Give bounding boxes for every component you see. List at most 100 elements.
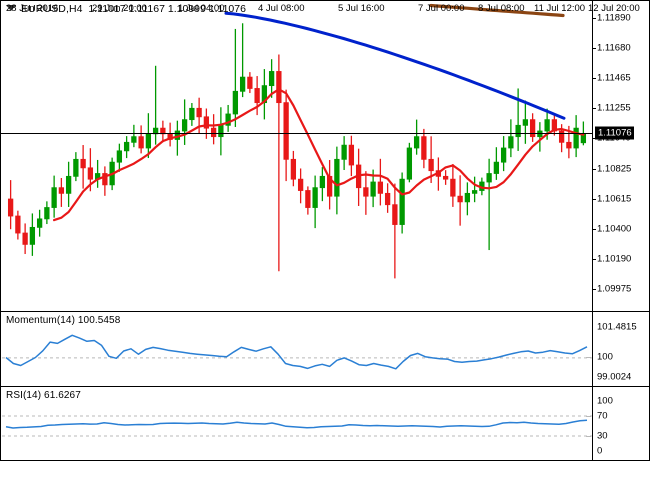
candlestick — [167, 122, 173, 147]
candlestick — [348, 135, 355, 177]
candlestick — [232, 28, 239, 127]
candlestick — [537, 122, 543, 152]
time-tick-label: 5 Jul 16:00 — [338, 3, 385, 14]
price-tick — [592, 198, 596, 200]
candlestick — [384, 183, 391, 213]
candlestick — [283, 89, 289, 182]
chevron-down-icon[interactable] — [6, 5, 16, 12]
candlestick — [94, 159, 101, 188]
indicator-tick — [586, 416, 591, 417]
candlestick — [123, 136, 130, 159]
price-tick — [592, 18, 596, 19]
time-tick-label: 7 Jul 00:00 — [418, 3, 465, 14]
price-tick — [592, 289, 596, 291]
candlestick — [399, 172, 405, 234]
candlestick — [471, 176, 478, 203]
candlestick — [500, 136, 507, 172]
candlestick — [529, 113, 536, 142]
price-axis-separator — [592, 0, 593, 461]
candlestick — [80, 145, 86, 189]
time-tick-label: 29 Jun 20:00 — [92, 3, 147, 14]
chart-header: EURUSD,H4 1.11017 1.11167 1.10999 1.1107… — [6, 3, 246, 15]
candlestick — [58, 177, 65, 207]
candlestick — [522, 100, 529, 144]
price-chart-pane[interactable] — [0, 0, 650, 311]
price-tick — [592, 108, 596, 110]
candlestick — [276, 54, 282, 272]
candlestick — [189, 103, 195, 126]
candlestick — [254, 76, 260, 116]
indicator-tick-label: 70 — [597, 410, 608, 422]
candlestick — [334, 146, 340, 215]
ma-red-line — [53, 88, 585, 222]
indicator-tick — [586, 356, 591, 358]
candlestick — [341, 136, 347, 171]
price-tick — [592, 229, 596, 231]
candlestick — [457, 175, 463, 226]
candlestick — [7, 180, 14, 230]
momentum-plot — [2, 334, 593, 370]
price-tick-label: 1.09975 — [597, 283, 632, 295]
candlestick — [203, 108, 210, 139]
candlestick — [181, 99, 188, 145]
candlestick — [261, 69, 268, 120]
candlestick — [450, 164, 456, 207]
rsi-plot — [2, 415, 593, 437]
candlestick — [160, 120, 166, 143]
momentum-pane[interactable]: Momentum(14) 100.5458 — [0, 311, 650, 387]
rsi-pane[interactable]: RSI(14) 61.6267 — [0, 387, 650, 461]
candlestick — [15, 210, 21, 240]
candlestick — [225, 104, 231, 132]
candlestick — [413, 119, 420, 155]
indicator-tick-label: 100 — [597, 395, 613, 407]
candlestick — [297, 168, 304, 204]
time-tick-label: 1 Jul 04:00 — [178, 3, 225, 14]
price-tick — [592, 168, 596, 170]
candlestick — [268, 59, 275, 98]
time-tick-label: 28 Jun 2016 — [6, 3, 59, 14]
candlestick — [493, 147, 500, 180]
candlestick — [508, 119, 514, 158]
candlestick — [51, 175, 57, 218]
candlestick — [239, 23, 246, 98]
ohlc-close: 1.11076 — [208, 3, 246, 15]
price-tick-label: 1.10825 — [597, 163, 632, 175]
current-price-label: 1.11076 — [595, 126, 634, 140]
ohlc-low: 1.10999 — [167, 3, 206, 15]
price-tick-label: 1.11255 — [597, 102, 631, 114]
price-tick — [592, 47, 596, 49]
candlestick — [392, 183, 398, 279]
candlestick — [573, 115, 579, 158]
time-tick-label: 12 Jul 20:00 — [588, 3, 640, 14]
candlestick — [290, 150, 297, 187]
candlestick — [218, 107, 224, 156]
price-tick-label: 1.10190 — [597, 253, 632, 265]
indicator-line — [5, 419, 588, 429]
candlestick — [116, 143, 123, 172]
candlestick — [65, 161, 72, 207]
time-tick-label: 4 Jul 08:00 — [258, 3, 305, 14]
ma-brown-line — [429, 3, 565, 18]
candlestick — [377, 158, 384, 206]
price-tick-label: 1.11680 — [597, 42, 631, 54]
candlestick — [22, 223, 28, 255]
indicator-tick-label: 101.4815 — [597, 321, 637, 333]
candlestick — [210, 114, 217, 145]
price-tick-label: 1.10400 — [597, 223, 632, 235]
candlestick — [29, 213, 36, 256]
price-tick — [592, 138, 596, 140]
price-tick — [592, 78, 596, 80]
price-tick — [592, 258, 596, 260]
time-tick-label: 11 Jul 12:00 — [534, 3, 586, 14]
candlestick — [312, 175, 318, 229]
candlestick — [486, 158, 492, 251]
price-tick-label: 1.11890 — [597, 12, 631, 24]
indicator-tick-label: 30 — [597, 430, 608, 442]
candlestick — [421, 128, 427, 169]
candlestick — [442, 170, 449, 185]
price-tick-label: 1.11465 — [597, 72, 631, 84]
current-price-line — [1, 133, 592, 134]
candlestick — [138, 125, 144, 154]
ohlc-high: 1.11167 — [128, 3, 165, 15]
